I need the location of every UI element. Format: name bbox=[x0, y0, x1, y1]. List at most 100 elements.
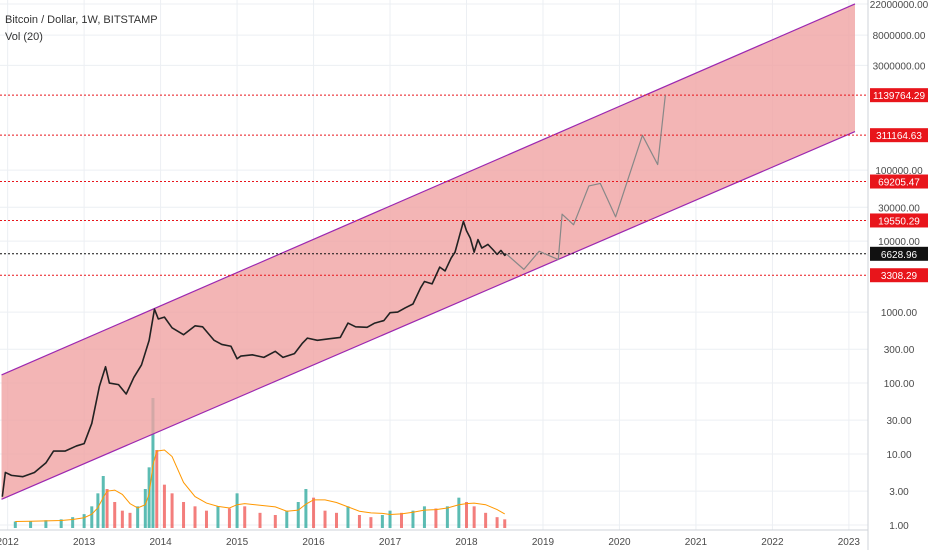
volume-bar bbox=[113, 502, 117, 528]
last-price-label: 6628.96 bbox=[881, 250, 918, 261]
volume-bar bbox=[346, 506, 350, 528]
x-tick-label: 2023 bbox=[838, 537, 861, 548]
volume-bar bbox=[380, 515, 384, 528]
volume-bar bbox=[101, 476, 105, 528]
volume-bar bbox=[147, 467, 151, 528]
price-level-badge bbox=[870, 268, 928, 283]
y-tick-label: 22000000.00 bbox=[870, 0, 929, 11]
volume-bar bbox=[495, 517, 499, 528]
volume-bar bbox=[227, 508, 231, 528]
volume-bar bbox=[465, 502, 469, 528]
x-tick-label: 2020 bbox=[608, 537, 631, 548]
volume-bar bbox=[120, 510, 124, 528]
volume-bar bbox=[155, 450, 159, 528]
channel-upper-line[interactable] bbox=[1, 3, 856, 376]
y-tick-label: 100.00 bbox=[884, 379, 915, 390]
last-price-badge bbox=[870, 246, 928, 261]
horizontal-price-levels[interactable]: 1139764.29 311164.63 69205.47 19550.29 3308.… bbox=[0, 88, 928, 283]
x-tick-label: 2012 bbox=[0, 537, 19, 548]
volume-bar bbox=[258, 512, 262, 528]
volume-bar bbox=[136, 506, 140, 528]
volume-bar bbox=[13, 521, 17, 528]
volume-bar bbox=[369, 517, 373, 528]
x-tick-label: 2015 bbox=[226, 537, 249, 548]
volume-bar bbox=[96, 493, 100, 528]
volume-bar bbox=[273, 515, 277, 528]
volume-bar bbox=[399, 512, 403, 528]
x-tick-label: 2018 bbox=[455, 537, 478, 548]
x-tick-label: 2013 bbox=[73, 537, 96, 548]
y-tick-label: 1.00 bbox=[889, 521, 909, 532]
x-tick-label: 2019 bbox=[532, 537, 555, 548]
volume-bar bbox=[304, 489, 308, 528]
volume-bar bbox=[472, 506, 476, 528]
volume-bar bbox=[204, 510, 208, 528]
volume-bar bbox=[357, 515, 361, 528]
chart-legend: Bitcoin / Dollar, 1W, BITSTAMP Vol (20) bbox=[5, 12, 158, 46]
y-tick-label: 3.00 bbox=[889, 487, 909, 498]
volume-bar bbox=[484, 512, 488, 528]
volume-bar bbox=[434, 508, 438, 528]
volume-bar bbox=[296, 502, 300, 528]
price-level-label: 3308.29 bbox=[881, 271, 918, 282]
channel-fill bbox=[1, 3, 855, 500]
volume-bar bbox=[59, 519, 63, 528]
volume-bar bbox=[182, 502, 186, 528]
x-tick-label: 2014 bbox=[149, 537, 172, 548]
y-tick-label: 30000.00 bbox=[878, 203, 920, 214]
y-tick-label: 10.00 bbox=[886, 450, 911, 461]
volume-bar bbox=[71, 517, 75, 528]
volume-bar bbox=[312, 497, 316, 528]
volume-bar bbox=[445, 506, 449, 528]
channel-lower-line[interactable] bbox=[1, 131, 856, 500]
price-level-badge bbox=[870, 88, 928, 103]
volume-indicator-label: Vol (20) bbox=[5, 31, 43, 44]
x-tick-label: 2016 bbox=[302, 537, 325, 548]
volume-bar bbox=[44, 520, 48, 528]
volume-bar bbox=[243, 506, 247, 528]
volume-bar bbox=[90, 506, 94, 528]
volume-bar bbox=[323, 510, 327, 528]
price-level-badge bbox=[870, 128, 928, 143]
volume-bar bbox=[29, 521, 33, 528]
volume-bar bbox=[503, 519, 507, 528]
price-line bbox=[1, 220, 507, 497]
regression-channel[interactable] bbox=[1, 3, 856, 500]
y-tick-label: 30.00 bbox=[886, 416, 911, 427]
price-level-label: 69205.47 bbox=[878, 178, 920, 189]
volume-bar bbox=[334, 512, 338, 528]
volume-bar bbox=[422, 506, 426, 528]
price-level-label: 19550.29 bbox=[878, 216, 920, 227]
volume-bar bbox=[235, 493, 239, 528]
price-series bbox=[1, 95, 666, 497]
volume-ma-line bbox=[15, 449, 505, 522]
x-tick-label: 2022 bbox=[761, 537, 784, 548]
volume-bar bbox=[82, 514, 86, 528]
y-tick-label: 100000.00 bbox=[875, 166, 923, 177]
volume-bar bbox=[193, 506, 197, 528]
volume-bar bbox=[151, 398, 155, 528]
volume-bar bbox=[143, 489, 147, 528]
price-level-badge bbox=[870, 213, 928, 228]
price-level-label: 311164.63 bbox=[876, 131, 922, 142]
y-tick-label: 300.00 bbox=[884, 345, 915, 356]
price-level-label: 1139764.29 bbox=[873, 91, 926, 102]
volume-bar bbox=[388, 510, 392, 528]
x-tick-label: 2017 bbox=[379, 537, 402, 548]
volume-bar bbox=[411, 510, 415, 528]
volume-bar bbox=[170, 493, 174, 528]
y-tick-label: 10000.00 bbox=[878, 237, 920, 248]
y-tick-label: 1000.00 bbox=[881, 308, 918, 319]
volume-bar bbox=[216, 506, 220, 528]
volume-pane bbox=[13, 398, 507, 528]
volume-bar bbox=[162, 484, 166, 528]
volume-bar bbox=[128, 512, 132, 528]
volume-bar bbox=[285, 510, 289, 528]
volume-bar bbox=[105, 489, 109, 528]
projection-line bbox=[505, 95, 666, 270]
y-tick-label: 8000000.00 bbox=[873, 31, 926, 42]
symbol-title: Bitcoin / Dollar, 1W, BITSTAMP bbox=[5, 14, 158, 26]
